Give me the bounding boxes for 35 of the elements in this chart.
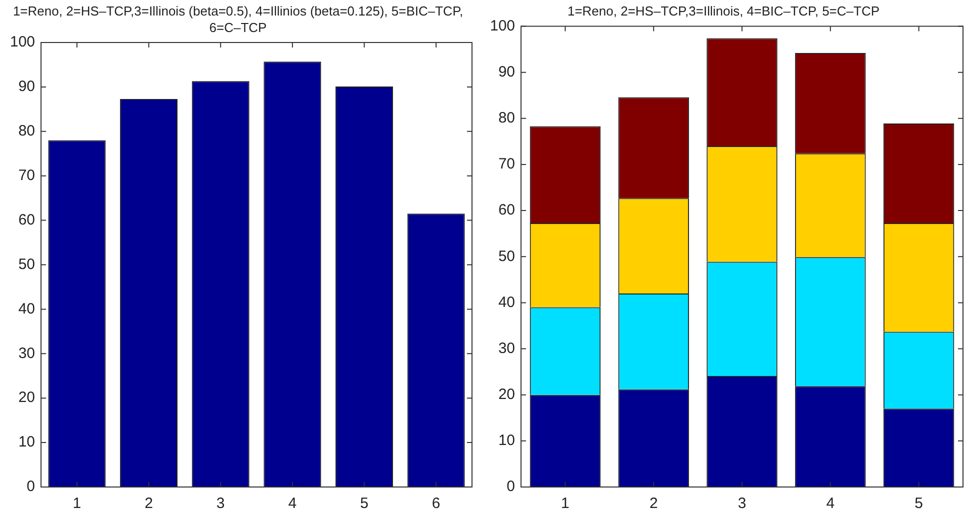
y-tick-label: 80 bbox=[18, 122, 36, 140]
y-tick-label: 90 bbox=[18, 78, 36, 96]
y-tick-label: 100 bbox=[10, 34, 36, 51]
y-tick-label: 0 bbox=[26, 478, 36, 496]
y-tick-label: 90 bbox=[498, 63, 516, 80]
y-tick-label: 40 bbox=[18, 300, 36, 318]
y-tick-label: 0 bbox=[506, 478, 516, 496]
y-tick-label: 60 bbox=[18, 211, 36, 228]
y-tick-label: 80 bbox=[498, 110, 516, 127]
x-tick-label: 5 bbox=[914, 495, 923, 512]
y-tick-label: 10 bbox=[498, 432, 516, 450]
chart-title: 1=Reno, 2=HS–TCP,3=Illinois, 4=BIC–TCP, 5=C–TCP bbox=[567, 4, 880, 19]
y-tick-label: 20 bbox=[18, 389, 36, 406]
x-tick-label: 1 bbox=[72, 495, 82, 512]
y-tick-label: 20 bbox=[498, 386, 516, 403]
x-tick-label: 2 bbox=[649, 495, 658, 512]
y-tick-label: 70 bbox=[18, 166, 36, 184]
y-tick-label: 100 bbox=[490, 17, 516, 34]
y-tick-label: 40 bbox=[498, 294, 516, 311]
x-tick-label: 4 bbox=[826, 495, 835, 512]
y-tick-label: 50 bbox=[498, 248, 516, 265]
x-tick-label: 3 bbox=[738, 495, 746, 512]
y-tick-label: 30 bbox=[498, 340, 516, 357]
y-tick-label: 50 bbox=[18, 256, 36, 273]
x-tick-label: 5 bbox=[360, 495, 368, 512]
y-tick-label: 10 bbox=[18, 434, 36, 451]
x-tick-label: 6 bbox=[432, 495, 440, 512]
chart-title: 1=Reno, 2=HS–TCP,3=Illinois (beta=0.5), 4=Illinios (beta=0.125), 5=BIC–TCP, 6=C–TCP bbox=[12, 4, 464, 35]
x-tick-label: 4 bbox=[288, 495, 297, 512]
x-tick-label: 1 bbox=[561, 495, 570, 512]
y-tick-label: 60 bbox=[498, 202, 516, 219]
y-tick-label: 70 bbox=[498, 156, 516, 173]
x-tick-label: 3 bbox=[216, 495, 225, 512]
y-tick-label: 30 bbox=[18, 344, 36, 362]
x-tick-label: 2 bbox=[144, 495, 153, 512]
